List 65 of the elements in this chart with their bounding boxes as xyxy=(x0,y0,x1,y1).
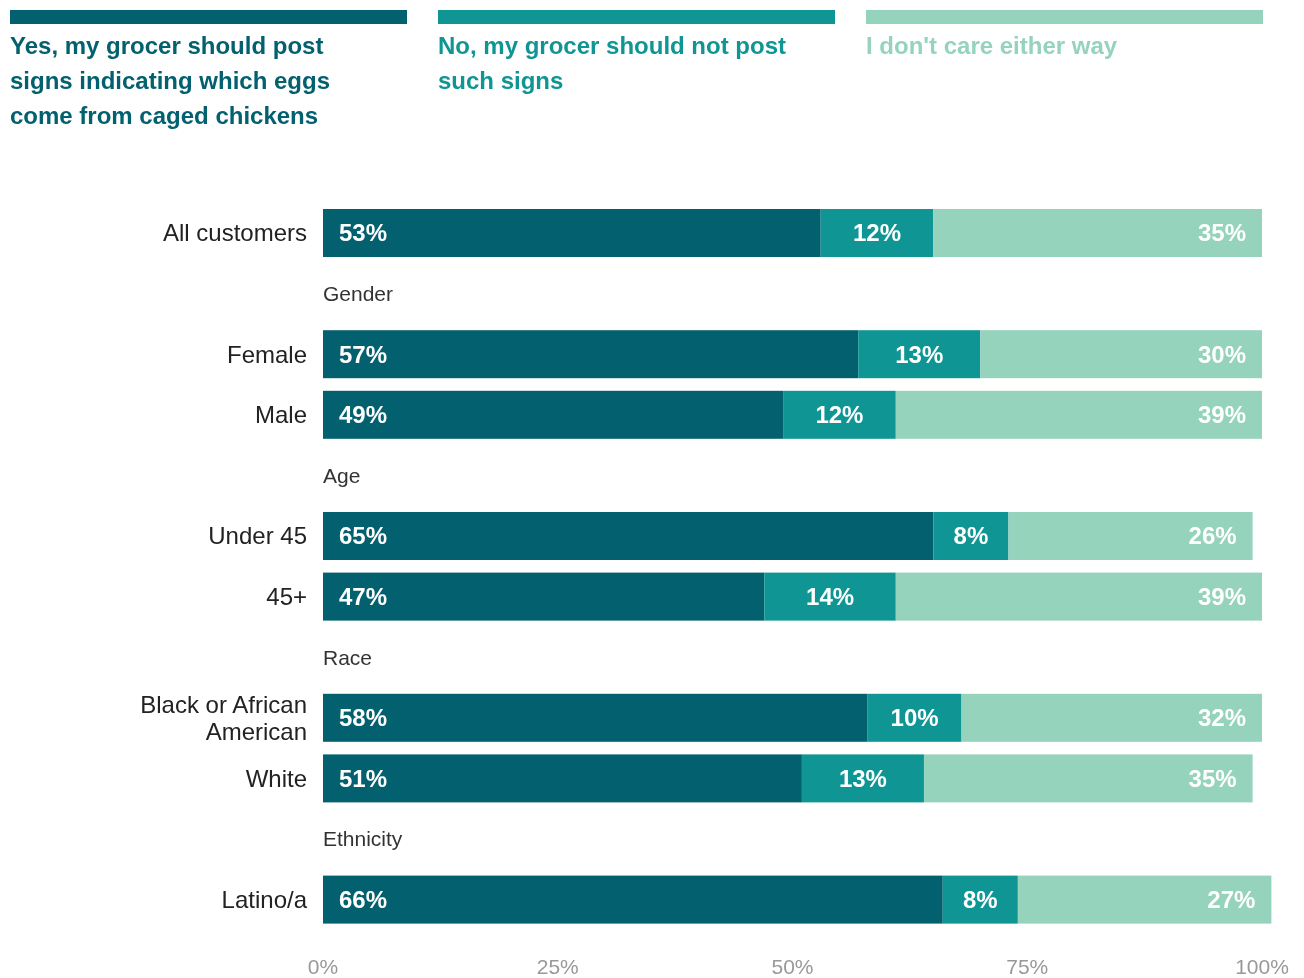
bar xyxy=(323,572,765,621)
data-label: 35% xyxy=(1188,764,1237,792)
x-tick-label: 100% xyxy=(1235,955,1289,978)
y-tick-label: All customers xyxy=(162,219,307,247)
data-label: 39% xyxy=(1197,401,1246,429)
data-label: 35% xyxy=(1197,219,1246,247)
y-tick-label: 45+ xyxy=(266,583,307,610)
bar xyxy=(323,209,821,257)
data-label: 47% xyxy=(339,583,388,610)
data-label: 13% xyxy=(895,340,944,368)
bar xyxy=(933,209,1262,257)
y-tick-label: Male xyxy=(254,401,307,429)
bar xyxy=(323,390,784,439)
bar xyxy=(764,572,896,621)
bar xyxy=(323,693,868,742)
bar xyxy=(980,330,1262,379)
data-label: 66% xyxy=(339,886,388,913)
data-label: 65% xyxy=(339,522,388,550)
data-label: 49% xyxy=(339,401,388,429)
bar xyxy=(323,330,859,379)
bar xyxy=(1008,512,1253,560)
data-label: 58% xyxy=(339,704,388,732)
x-tick-label: 0% xyxy=(307,955,339,978)
data-label: 39% xyxy=(1197,583,1246,610)
data-label: 12% xyxy=(852,219,902,247)
data-label: 13% xyxy=(838,764,887,792)
y-tick-label: Female xyxy=(226,340,307,368)
x-tick-label: 75% xyxy=(1006,955,1049,978)
bar xyxy=(323,754,802,803)
bar xyxy=(801,754,924,803)
bar xyxy=(323,512,934,560)
data-label: 27% xyxy=(1207,886,1256,913)
bar xyxy=(323,875,943,924)
bar xyxy=(858,330,981,379)
y-tick-label: White xyxy=(245,764,307,792)
text: I don't care either way xyxy=(866,32,1118,60)
data-label: 32% xyxy=(1197,704,1246,732)
data-label: 8% xyxy=(953,522,989,550)
bar xyxy=(1017,875,1272,924)
bar xyxy=(783,390,896,439)
x-tick-label: 50% xyxy=(771,955,814,978)
bar xyxy=(961,693,1262,742)
text: No, my grocer should not post such signs xyxy=(438,32,787,95)
data-label: 30% xyxy=(1197,340,1246,368)
data-label: 53% xyxy=(339,219,388,247)
y-tick-label: Gender xyxy=(323,281,394,305)
y-tick-label: Race xyxy=(323,645,373,669)
x-tick-label: 25% xyxy=(536,955,579,978)
bar xyxy=(923,754,1253,803)
data-label: 10% xyxy=(890,704,939,732)
data-label: 12% xyxy=(815,401,864,429)
data-label: 57% xyxy=(339,340,388,368)
y-tick-label: Black or African American xyxy=(140,690,307,745)
text: Yes, my grocer should post signs indicating which eggs come from caged chickens xyxy=(10,32,331,130)
data-label: 51% xyxy=(339,764,388,792)
bar xyxy=(820,209,934,257)
data-label: 8% xyxy=(962,886,998,913)
bar xyxy=(895,390,1262,439)
y-tick-label: Under 45 xyxy=(208,522,307,550)
bar xyxy=(895,572,1262,621)
data-label: 26% xyxy=(1188,522,1237,550)
data-label: 14% xyxy=(806,583,855,610)
y-tick-label: Ethnicity xyxy=(323,827,403,851)
y-tick-label: Age xyxy=(323,463,361,487)
y-tick-label: Latino/a xyxy=(221,886,308,913)
